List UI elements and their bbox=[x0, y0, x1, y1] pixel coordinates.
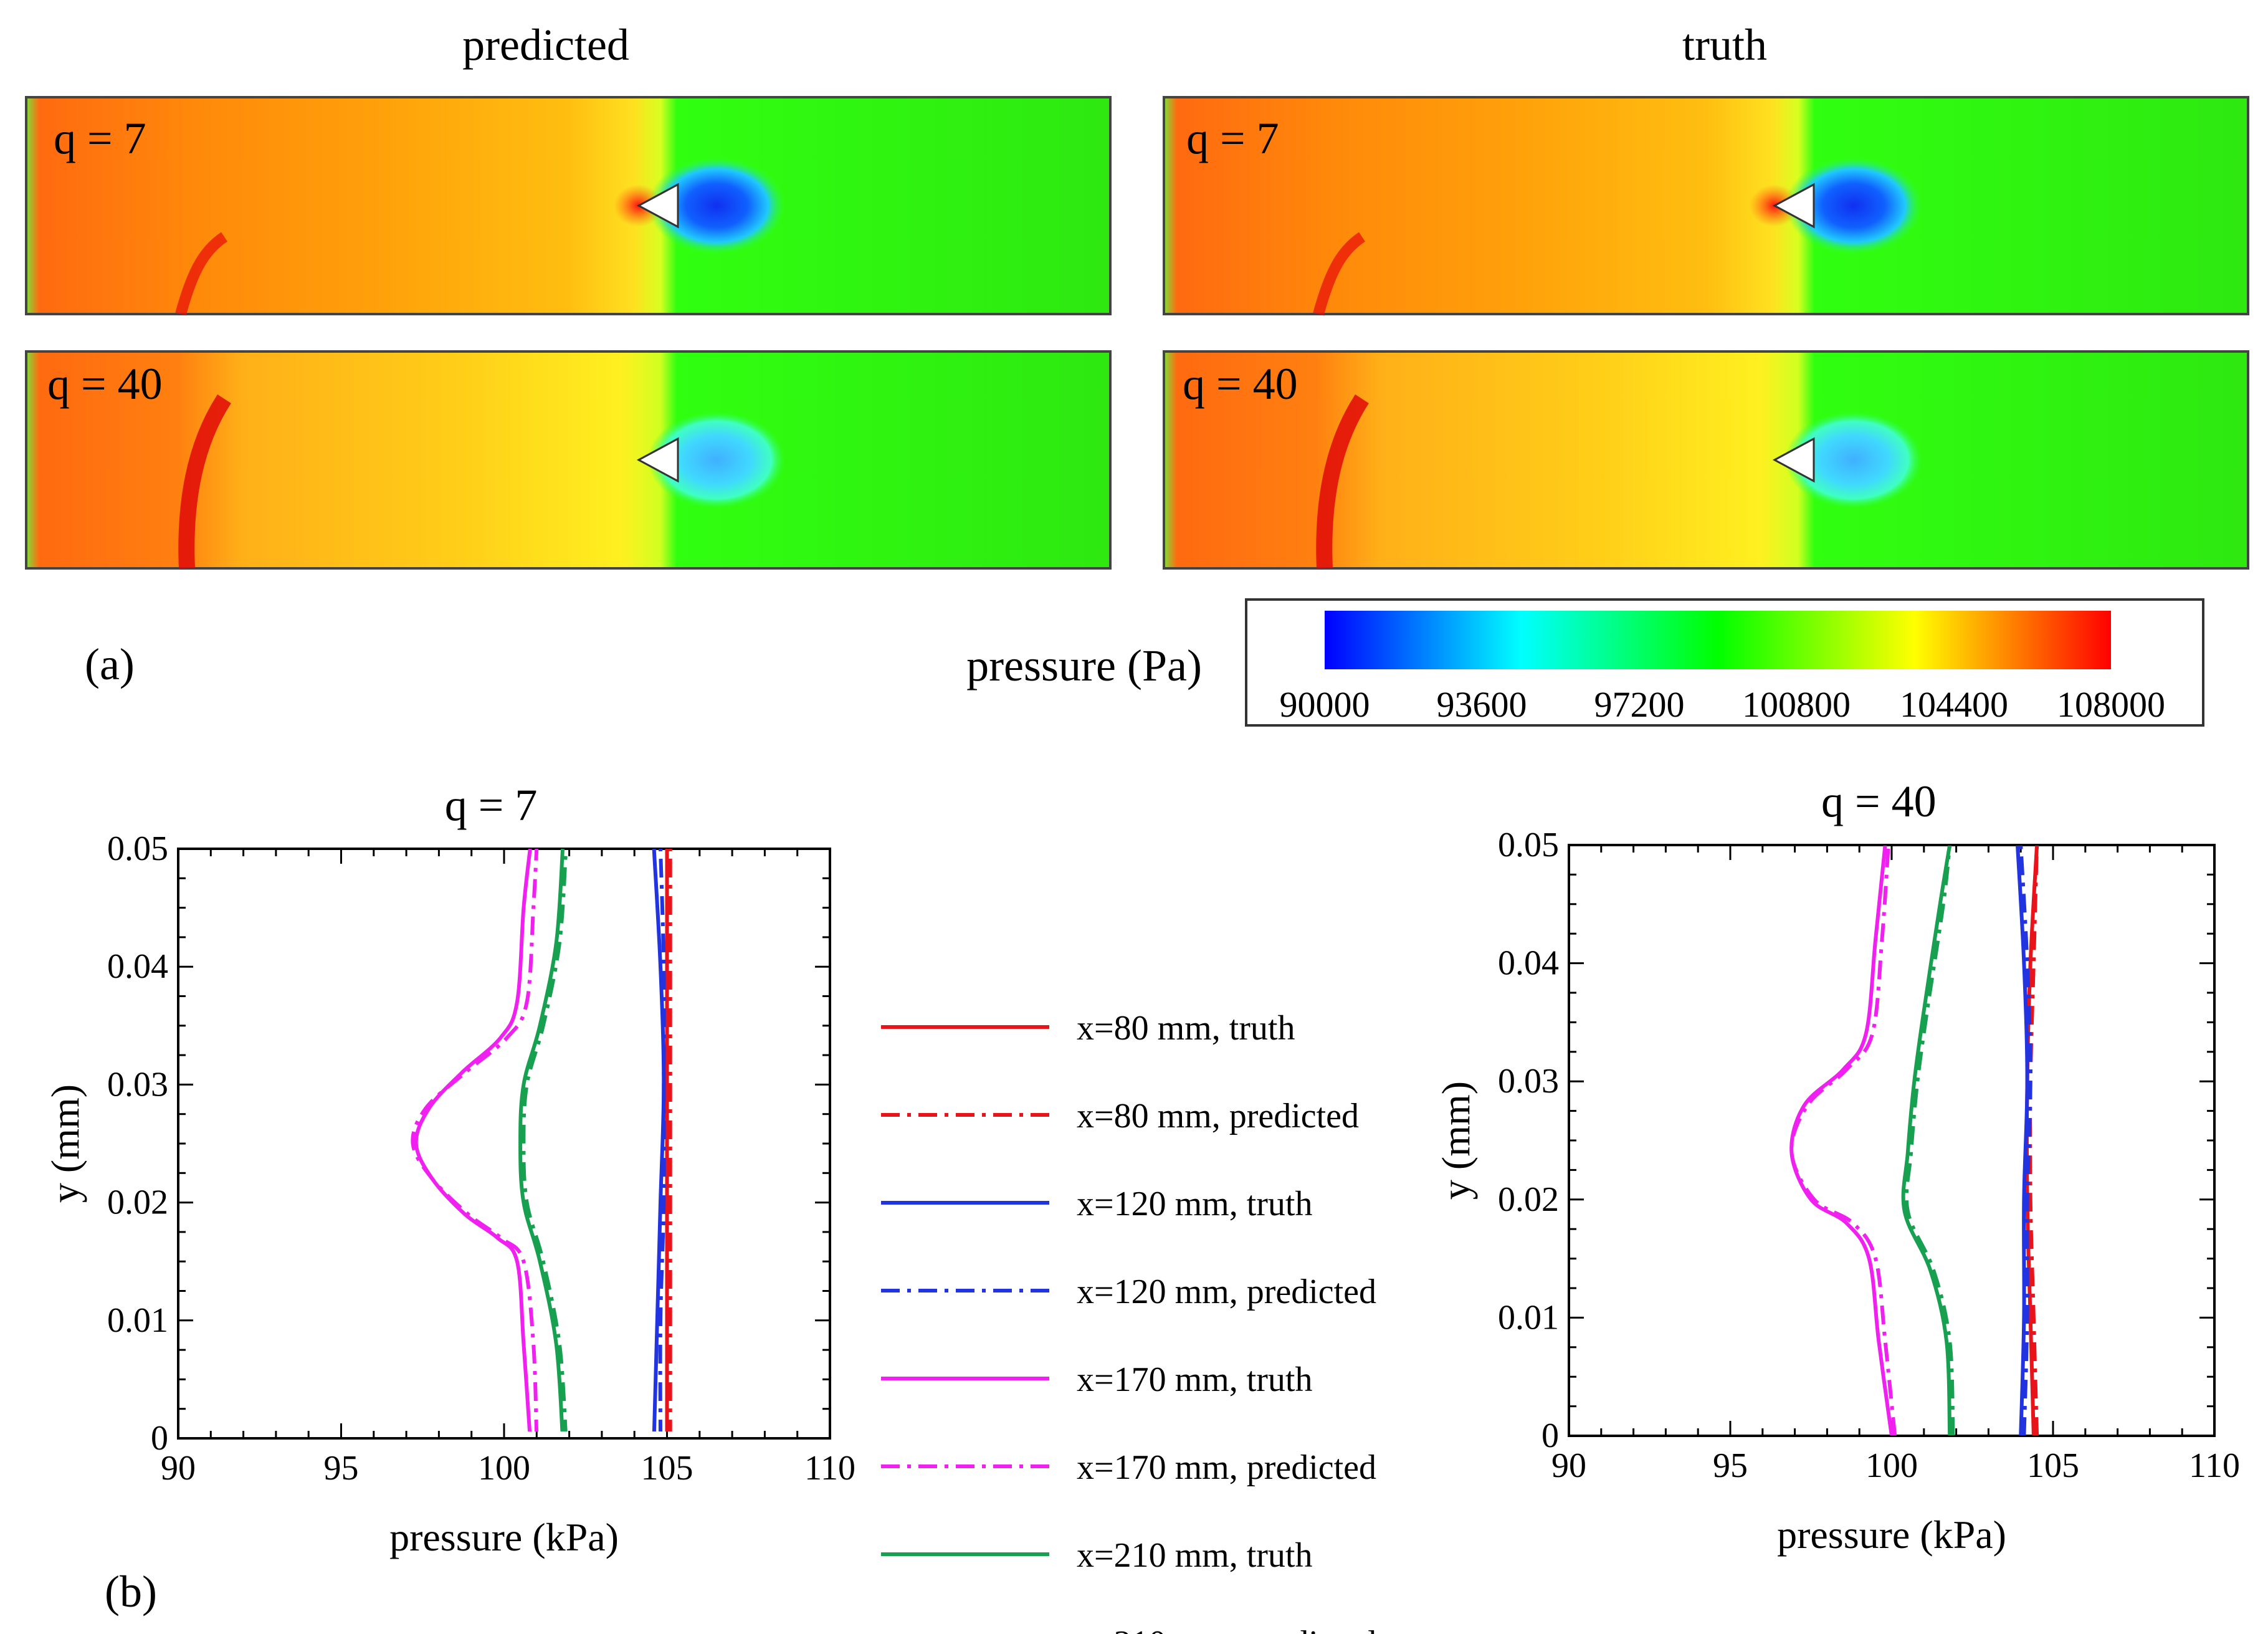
y-tick-label: 0 bbox=[151, 1419, 168, 1458]
panel-b-label: (b) bbox=[105, 1567, 157, 1617]
legend-label: x=80 mm, truth bbox=[1077, 1009, 1295, 1048]
contour-truth-q40: q = 40 bbox=[1163, 350, 2249, 570]
wedge-body bbox=[636, 437, 679, 483]
plot-1: 90 95 100 105 110 0 0.01 0.02 0.03 0.04 0.05 q = 40… bbox=[1434, 776, 2240, 1557]
colorbar-tick: 104400 bbox=[1900, 684, 2008, 725]
y-tick-label: 0 bbox=[1541, 1417, 1559, 1455]
legend-label: x=80 mm, predicted bbox=[1077, 1097, 1359, 1135]
colorbar-tick: 108000 bbox=[2057, 684, 2165, 725]
x-tick-label: 90 bbox=[1551, 1446, 1586, 1485]
x-tick-label: 105 bbox=[2027, 1446, 2079, 1485]
wedge-body bbox=[1772, 437, 1815, 483]
x-tick-label: 90 bbox=[161, 1449, 196, 1488]
colorbar-tick: 93600 bbox=[1437, 684, 1527, 725]
x-tick-label: 95 bbox=[324, 1449, 359, 1488]
plot-title: q = 7 bbox=[445, 780, 538, 830]
x-tick-label: 105 bbox=[641, 1449, 693, 1488]
y-tick-label: 0.04 bbox=[107, 947, 168, 986]
series-group bbox=[411, 848, 672, 1431]
series-line-x210-dashdot bbox=[522, 848, 568, 1431]
series-line-x120-solid bbox=[2016, 846, 2029, 1435]
colorbar-tick: 97200 bbox=[1594, 684, 1685, 725]
legend-label: x=170 mm, truth bbox=[1077, 1360, 1312, 1399]
row-label-q40-predicted: q = 40 bbox=[47, 359, 163, 409]
y-axis-label: y (mm) bbox=[1434, 1081, 1478, 1200]
x-axis-label: pressure (kPa) bbox=[1777, 1512, 2006, 1557]
y-tick-label: 0.02 bbox=[107, 1183, 168, 1222]
row-label-q40-truth: q = 40 bbox=[1183, 359, 1298, 409]
plot-frame bbox=[1568, 844, 2216, 1437]
colorbar-gradient bbox=[1325, 611, 2111, 669]
y-tick-label: 0.02 bbox=[1498, 1180, 1559, 1219]
x-tick-label: 100 bbox=[1865, 1446, 1918, 1485]
series-line-x120-solid bbox=[652, 848, 666, 1431]
panel-a-label: (a) bbox=[85, 639, 135, 689]
series-line-x120-dashdot bbox=[2019, 846, 2032, 1435]
legend-label: x=170 mm, predicted bbox=[1077, 1448, 1376, 1487]
legend-label: x=210 mm, predicted bbox=[1077, 1624, 1376, 1634]
col-label-predicted: predicted bbox=[462, 20, 629, 70]
colorbar-tick: 90000 bbox=[1280, 684, 1370, 725]
series-line-x170-solid bbox=[414, 848, 532, 1431]
series-line-x120-dashdot bbox=[658, 848, 666, 1431]
row-label-q7-truth: q = 7 bbox=[1186, 113, 1279, 163]
wedge-body bbox=[636, 183, 679, 229]
y-tick-label: 0.01 bbox=[107, 1301, 168, 1340]
y-axis-label: y (mm) bbox=[43, 1084, 87, 1203]
series-line-x210-solid bbox=[518, 848, 565, 1431]
y-tick-label: 0.01 bbox=[1498, 1298, 1559, 1337]
series-line-x170-dashdot bbox=[411, 848, 539, 1431]
colorbar-tick: 100800 bbox=[1742, 684, 1851, 725]
y-tick-label: 0.03 bbox=[1498, 1062, 1559, 1101]
contour-predicted-q7: q = 7 bbox=[25, 96, 1112, 316]
series-line-x210-dashdot bbox=[1904, 846, 1955, 1435]
legend-label: x=210 mm, truth bbox=[1077, 1536, 1312, 1575]
colorbar: pressure (Pa) 90000 93600 97200 100800 1… bbox=[966, 598, 2204, 727]
legend: x=80 mm, truth x=80 mm, predicted x=120 mm… bbox=[881, 1009, 1376, 1634]
line-plots: 90 95 100 105 110 0 0.01 0.02 0.03 0.04 0.05 q = 7 p… bbox=[43, 776, 2240, 1559]
legend-label: x=120 mm, truth bbox=[1077, 1185, 1312, 1223]
series-line-x80-dashdot bbox=[2028, 846, 2039, 1435]
row-label-q7-predicted: q = 7 bbox=[54, 113, 146, 163]
x-tick-label: 110 bbox=[804, 1449, 855, 1488]
y-tick-label: 0.04 bbox=[1498, 944, 1559, 983]
plot-0: 90 95 100 105 110 0 0.01 0.02 0.03 0.04 0.05 q = 7 p… bbox=[43, 780, 855, 1559]
series-line-x210-solid bbox=[1901, 846, 1952, 1435]
col-label-truth: truth bbox=[1682, 20, 1767, 70]
x-tick-label: 110 bbox=[2189, 1446, 2240, 1485]
x-tick-label: 95 bbox=[1713, 1446, 1748, 1485]
y-tick-label: 0.05 bbox=[107, 829, 168, 868]
x-tick-label: 100 bbox=[478, 1449, 530, 1488]
contour-truth-q7: q = 7 bbox=[1163, 96, 2249, 316]
legend-label: x=120 mm, predicted bbox=[1077, 1273, 1376, 1311]
y-tick-label: 0.05 bbox=[1498, 826, 1559, 864]
y-tick-label: 0.03 bbox=[107, 1065, 168, 1104]
contour-predicted-q40: q = 40 bbox=[25, 350, 1112, 570]
colorbar-title: pressure (Pa) bbox=[966, 641, 1202, 690]
x-axis-label: pressure (kPa) bbox=[389, 1515, 619, 1559]
series-line-x170-solid bbox=[1789, 846, 1894, 1435]
plot-title: q = 40 bbox=[1821, 776, 1937, 826]
series-group bbox=[1789, 846, 2039, 1435]
plot-frame bbox=[177, 848, 831, 1440]
wedge-body bbox=[1772, 183, 1815, 229]
